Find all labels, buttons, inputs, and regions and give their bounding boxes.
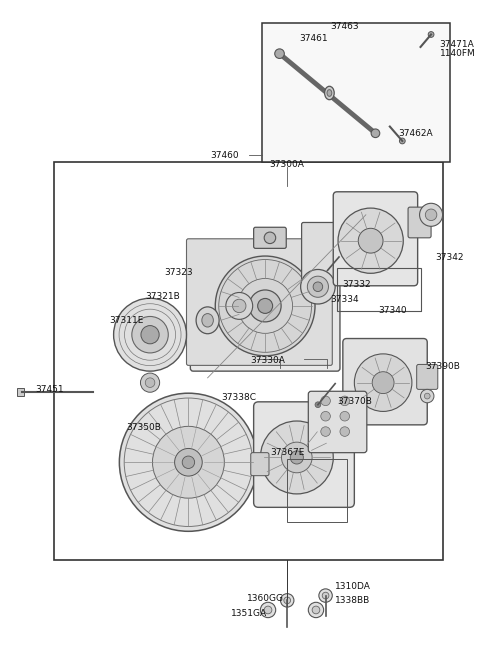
Circle shape xyxy=(258,299,273,313)
Circle shape xyxy=(264,606,272,614)
Circle shape xyxy=(260,603,276,618)
Bar xyxy=(54,162,443,560)
Circle shape xyxy=(182,456,194,468)
Circle shape xyxy=(232,299,246,312)
Ellipse shape xyxy=(202,314,213,327)
Circle shape xyxy=(260,421,333,494)
Text: 1140FM: 1140FM xyxy=(440,49,476,58)
Circle shape xyxy=(313,282,323,291)
Circle shape xyxy=(141,373,160,392)
Circle shape xyxy=(300,269,335,304)
FancyBboxPatch shape xyxy=(343,339,427,425)
Circle shape xyxy=(175,449,202,476)
FancyBboxPatch shape xyxy=(417,364,438,389)
Circle shape xyxy=(336,255,341,259)
FancyBboxPatch shape xyxy=(191,240,340,371)
Text: 37461: 37461 xyxy=(299,34,327,43)
Ellipse shape xyxy=(196,307,219,334)
Text: 1351GA: 1351GA xyxy=(231,609,267,618)
Circle shape xyxy=(322,592,329,599)
Circle shape xyxy=(249,290,281,322)
Text: 37370B: 37370B xyxy=(337,398,372,406)
FancyBboxPatch shape xyxy=(408,207,431,238)
Text: 37462A: 37462A xyxy=(398,129,433,138)
Circle shape xyxy=(153,426,224,498)
FancyBboxPatch shape xyxy=(187,239,332,365)
Ellipse shape xyxy=(324,86,334,100)
Text: 37471A: 37471A xyxy=(440,39,474,48)
Circle shape xyxy=(321,396,330,405)
Text: 1338BB: 1338BB xyxy=(335,596,371,605)
Circle shape xyxy=(420,389,434,403)
Circle shape xyxy=(338,208,403,273)
Text: 37332: 37332 xyxy=(342,280,371,290)
Circle shape xyxy=(321,411,330,421)
Circle shape xyxy=(312,606,320,614)
Circle shape xyxy=(340,427,349,436)
Text: 37451: 37451 xyxy=(35,385,64,394)
Circle shape xyxy=(275,49,284,58)
Text: 37323: 37323 xyxy=(165,268,193,277)
Circle shape xyxy=(280,593,294,607)
Circle shape xyxy=(307,276,328,297)
Text: 37334: 37334 xyxy=(330,295,359,304)
Bar xyxy=(287,459,347,522)
Circle shape xyxy=(420,203,443,227)
Circle shape xyxy=(321,427,330,436)
Circle shape xyxy=(120,393,257,531)
Circle shape xyxy=(340,396,349,405)
FancyBboxPatch shape xyxy=(253,227,286,248)
Circle shape xyxy=(399,138,405,144)
Circle shape xyxy=(424,393,430,399)
FancyBboxPatch shape xyxy=(308,391,367,453)
Circle shape xyxy=(428,31,434,37)
Text: 37338C: 37338C xyxy=(222,392,257,402)
Circle shape xyxy=(319,589,332,603)
Bar xyxy=(337,267,421,310)
FancyBboxPatch shape xyxy=(253,402,354,508)
Text: 37311E: 37311E xyxy=(109,316,143,325)
Bar xyxy=(262,23,450,162)
Circle shape xyxy=(264,232,276,244)
Ellipse shape xyxy=(327,90,332,96)
Circle shape xyxy=(284,597,290,604)
Text: 37340: 37340 xyxy=(378,307,407,315)
Text: 37321B: 37321B xyxy=(145,292,180,301)
Circle shape xyxy=(315,402,321,407)
Text: 37390B: 37390B xyxy=(425,362,460,371)
Circle shape xyxy=(372,372,394,394)
Text: 1310DA: 1310DA xyxy=(335,582,371,591)
FancyBboxPatch shape xyxy=(251,453,269,476)
Circle shape xyxy=(371,129,380,138)
Text: 37350B: 37350B xyxy=(126,423,161,432)
FancyBboxPatch shape xyxy=(333,192,418,286)
Text: 37300A: 37300A xyxy=(270,160,305,170)
Text: 37460: 37460 xyxy=(211,151,239,160)
Circle shape xyxy=(132,316,168,353)
Circle shape xyxy=(425,209,437,221)
Text: 37342: 37342 xyxy=(435,253,463,263)
Circle shape xyxy=(290,451,303,464)
Circle shape xyxy=(281,442,312,473)
Text: 37463: 37463 xyxy=(330,22,359,31)
Circle shape xyxy=(358,229,383,253)
Bar xyxy=(17,388,24,396)
Circle shape xyxy=(308,603,324,618)
Circle shape xyxy=(226,293,252,320)
Text: 37367E: 37367E xyxy=(270,448,304,457)
Circle shape xyxy=(340,411,349,421)
FancyBboxPatch shape xyxy=(301,223,346,284)
Text: 1360GG: 1360GG xyxy=(247,594,284,603)
Circle shape xyxy=(354,354,412,411)
Text: 37330A: 37330A xyxy=(251,356,286,365)
Circle shape xyxy=(215,256,315,356)
Circle shape xyxy=(145,378,155,388)
Circle shape xyxy=(141,326,159,344)
Circle shape xyxy=(114,298,187,371)
